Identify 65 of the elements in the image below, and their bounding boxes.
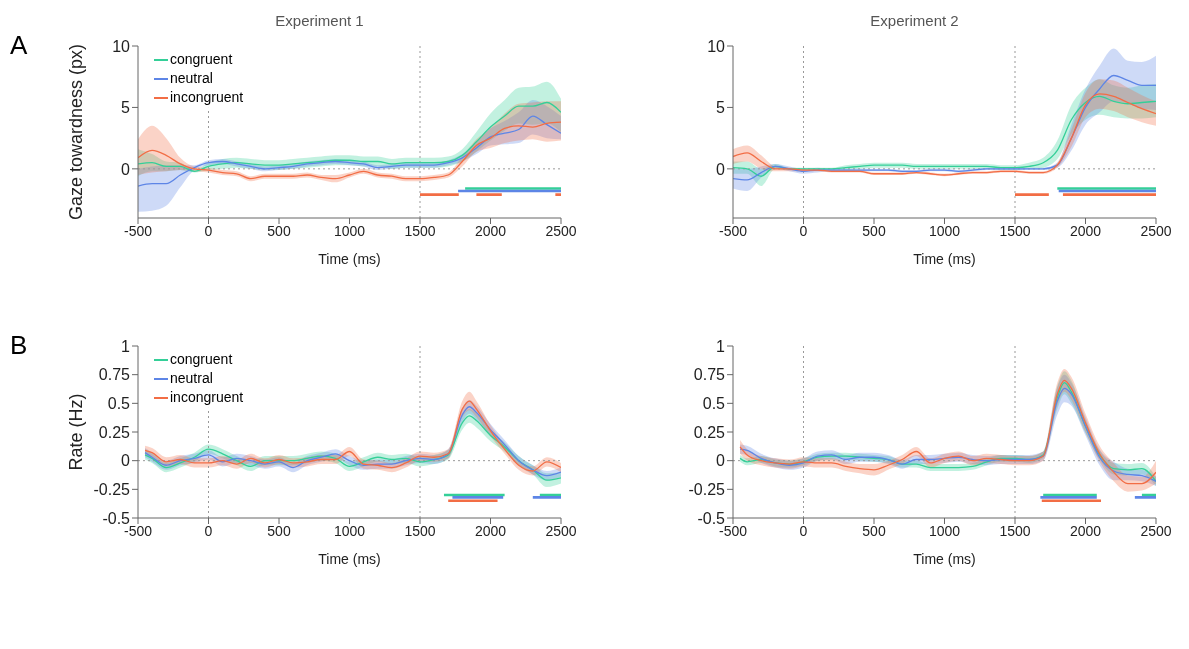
y-tick-label: 10 xyxy=(707,37,726,55)
x-tick-label: 0 xyxy=(799,222,808,239)
x-tick-label: 500 xyxy=(267,522,291,539)
x-axis-title: Time (ms) xyxy=(913,251,976,267)
x-axis-title: Time (ms) xyxy=(318,251,381,267)
y-axis-title: Gaze towardness (px) xyxy=(66,43,87,221)
y-tick-label: 0.75 xyxy=(98,366,131,384)
x-tick-label: 2500 xyxy=(1140,222,1172,239)
x-tick-label: 2000 xyxy=(1069,522,1102,539)
y-tick-label: 5 xyxy=(716,99,726,117)
x-tick-label: 2500 xyxy=(1140,522,1172,539)
y-tick-label: 10 xyxy=(112,37,131,55)
x-tick-label: 0 xyxy=(204,222,213,239)
x-tick-label: -500 xyxy=(123,222,153,239)
legend-label: neutral xyxy=(170,69,213,88)
x-tick-label: 0 xyxy=(204,522,213,539)
x-tick-label: 2500 xyxy=(545,222,577,239)
y-tick-label: 0.25 xyxy=(693,423,726,441)
y-tick-label: 1 xyxy=(716,337,726,355)
x-tick-label: 1500 xyxy=(999,222,1031,239)
y-tick-label: -0.25 xyxy=(93,481,131,499)
legend-label: congruent xyxy=(170,350,233,369)
x-tick-label: 500 xyxy=(267,222,291,239)
chart-title: Experiment 2 xyxy=(869,12,960,29)
legend-label: neutral xyxy=(170,369,213,388)
x-axis-title: Time (ms) xyxy=(318,551,381,567)
y-tick-label: 1 xyxy=(121,337,131,355)
legend-label: congruent xyxy=(170,50,233,69)
y-tick-label: -0.25 xyxy=(688,481,726,499)
x-tick-label: 1000 xyxy=(333,222,366,239)
y-tick-label: 0 xyxy=(121,452,131,470)
x-tick-label: 500 xyxy=(862,222,886,239)
chart-title: Experiment 1 xyxy=(274,12,365,29)
x-tick-label: 2000 xyxy=(1069,222,1102,239)
line-series xyxy=(138,115,561,187)
y-tick-label: 0.25 xyxy=(98,423,131,441)
x-tick-label: 1000 xyxy=(928,522,961,539)
y-tick-label: 0 xyxy=(716,452,726,470)
x-tick-label: 0 xyxy=(799,522,808,539)
x-tick-label: 2000 xyxy=(474,222,507,239)
y-tick-label: -0.5 xyxy=(697,509,726,527)
x-tick-label: 2000 xyxy=(474,522,507,539)
text: B xyxy=(10,330,28,361)
y-axis-title: Rate (Hz) xyxy=(66,393,87,471)
legend-label: incongruent xyxy=(170,388,244,407)
x-tick-label: 1500 xyxy=(404,222,436,239)
text: A xyxy=(10,30,28,61)
x-tick-label: 1500 xyxy=(404,522,436,539)
y-tick-label: 0 xyxy=(121,160,131,178)
x-tick-label: -500 xyxy=(718,222,748,239)
x-tick-label: 500 xyxy=(862,522,886,539)
y-tick-label: 0.5 xyxy=(107,395,131,413)
line-series xyxy=(138,121,561,180)
y-tick-label: -0.5 xyxy=(102,509,131,527)
x-tick-label: 1500 xyxy=(999,522,1031,539)
legend-label: incongruent xyxy=(170,88,244,107)
x-tick-label: 2500 xyxy=(545,522,577,539)
x-axis-title: Time (ms) xyxy=(913,551,976,567)
y-tick-label: 0.5 xyxy=(702,395,726,413)
y-tick-label: 0 xyxy=(716,160,726,178)
line-series xyxy=(144,415,561,481)
x-tick-label: 1000 xyxy=(333,522,366,539)
y-tick-label: 5 xyxy=(121,99,131,117)
x-tick-label: 1000 xyxy=(928,222,961,239)
y-tick-label: 0.75 xyxy=(693,366,726,384)
